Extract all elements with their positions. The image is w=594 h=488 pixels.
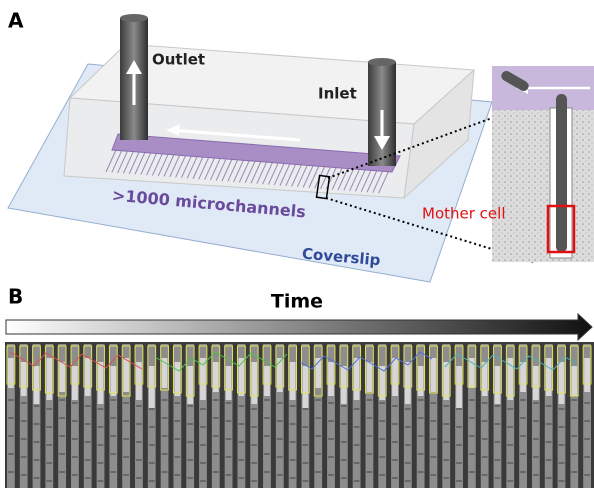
time-arrow xyxy=(6,314,592,340)
cell-highlight xyxy=(431,358,437,392)
cell-highlight xyxy=(85,358,91,396)
channel-strip xyxy=(109,344,117,488)
channel-strip xyxy=(263,344,271,488)
cell-highlight xyxy=(584,358,590,392)
cell-highlight xyxy=(110,366,116,396)
cell-highlight xyxy=(405,362,411,404)
channel-strip xyxy=(532,344,540,488)
figure: A Outlet Inlet >1000 microchannels Cover… xyxy=(0,0,594,488)
channel-strip xyxy=(225,344,233,488)
mother-cell-label: Mother cell xyxy=(422,205,505,223)
cell-highlight xyxy=(98,362,104,404)
page: {"panel_a": {"label": "A", "outlet": "Ou… xyxy=(0,0,594,488)
cell-highlight xyxy=(354,358,360,400)
cell-highlight xyxy=(251,362,257,404)
inlet-label: Inlet xyxy=(318,85,357,103)
channel-strip xyxy=(455,344,463,488)
cell-highlight xyxy=(187,366,193,404)
cell-highlight xyxy=(495,366,501,404)
cell-highlight xyxy=(303,366,309,408)
cell-highlight xyxy=(367,362,373,392)
cell-highlight xyxy=(59,362,65,392)
cell-highlight xyxy=(559,362,565,404)
cell-highlight xyxy=(123,358,129,392)
outlet-pillar-top xyxy=(120,14,148,22)
cell-highlight xyxy=(34,366,40,404)
channel-strip xyxy=(494,344,502,488)
cell-highlight xyxy=(72,366,78,400)
cell-highlight xyxy=(264,366,270,396)
cell-highlight xyxy=(533,366,539,400)
cell-highlight xyxy=(174,362,180,396)
cell-highlight xyxy=(456,366,462,408)
channel-strip xyxy=(378,344,386,488)
cell-highlight xyxy=(482,362,488,396)
cell-highlight xyxy=(341,366,347,404)
inlet-pillar-top xyxy=(368,58,396,66)
kymograph xyxy=(5,342,594,488)
cell-highlight xyxy=(46,358,52,400)
channel-strip xyxy=(570,344,578,488)
cell-highlight xyxy=(392,358,398,396)
cell-highlight xyxy=(21,362,27,396)
cell-highlight xyxy=(443,362,449,400)
cell-highlight xyxy=(571,366,577,396)
cell-highlight xyxy=(418,366,424,396)
cell-column xyxy=(556,94,567,252)
channel-strip xyxy=(417,344,425,488)
cell-highlight xyxy=(226,366,232,400)
cell-highlight xyxy=(290,362,296,400)
channel-strip xyxy=(148,344,156,488)
cell-highlight xyxy=(520,362,526,392)
panel-label: A xyxy=(8,9,24,33)
channel-strip xyxy=(71,344,79,488)
cell-highlight xyxy=(328,362,334,396)
panel-label: B xyxy=(8,285,23,309)
outlet-label: Outlet xyxy=(152,51,205,69)
channel-strip xyxy=(186,344,194,488)
time-label: Time xyxy=(271,291,323,313)
